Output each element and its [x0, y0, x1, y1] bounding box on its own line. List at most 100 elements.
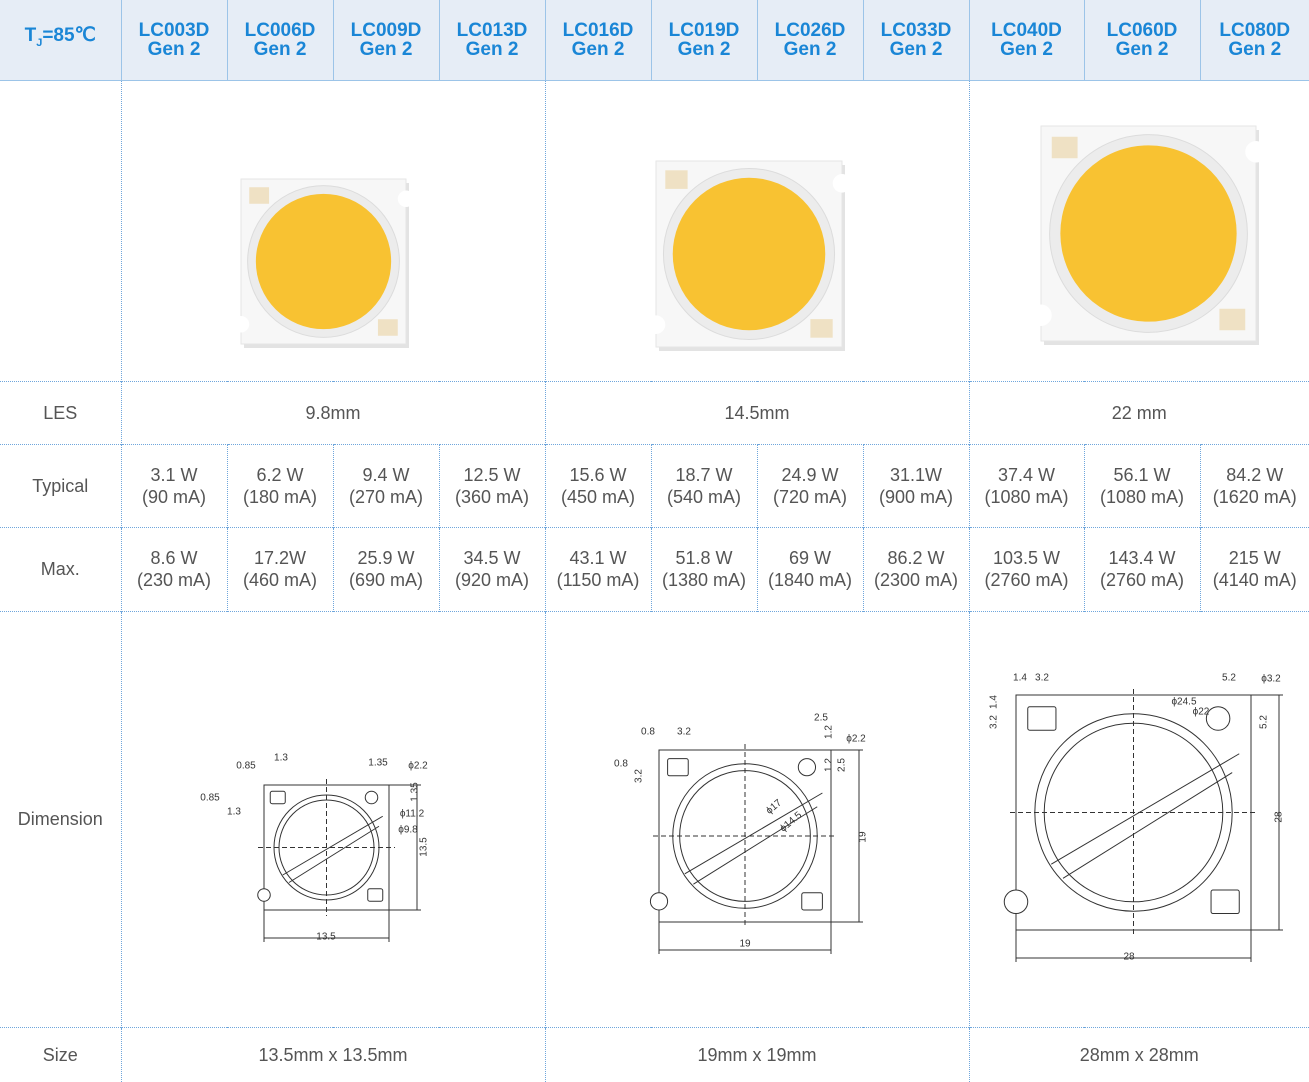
- dimension-label: 13.5: [316, 931, 336, 942]
- pad: [367, 888, 382, 901]
- product-image: [122, 81, 546, 381]
- typical-value: 84.2 W(1620 mA): [1200, 444, 1309, 527]
- model-gen: Gen 2: [228, 40, 333, 59]
- dimension-label: 0.8: [641, 726, 655, 737]
- dimension-label: ϕ9.8: [398, 824, 418, 835]
- dimension-label: 1.4: [1013, 672, 1027, 683]
- dimension-label: 3.2: [677, 726, 691, 737]
- power: 43.1 W: [546, 547, 651, 569]
- max-value: 43.1 W(1150 mA): [545, 527, 651, 611]
- pad: [1219, 308, 1245, 330]
- model-name: LC003D: [122, 21, 227, 40]
- model-name: LC006D: [228, 21, 333, 40]
- pad: [1211, 890, 1239, 914]
- les-value: 14.5mm: [545, 381, 969, 444]
- dimension-label: ϕ2.2: [408, 760, 428, 771]
- current: (690 mA): [334, 569, 439, 591]
- power: 34.5 W: [440, 547, 545, 569]
- power: 37.4 W: [970, 464, 1084, 486]
- model-name: LC016D: [546, 21, 651, 40]
- dimension-label: 5.2: [1258, 714, 1269, 728]
- current: (270 mA): [334, 486, 439, 508]
- dimension-label: ϕ2.2: [846, 733, 866, 744]
- notch: [832, 174, 851, 193]
- header-corner: TJ=85℃: [0, 0, 121, 80]
- model-gen: Gen 2: [970, 40, 1084, 59]
- max-value: 51.8 W(1380 mA): [651, 527, 757, 611]
- power: 6.2 W: [228, 464, 333, 486]
- current: (4140 mA): [1201, 569, 1309, 591]
- current: (2760 mA): [970, 569, 1084, 591]
- dimension-label: 19: [857, 831, 868, 843]
- pad: [801, 892, 822, 909]
- dimension-label: 0.85: [200, 792, 220, 803]
- label-cell: [0, 80, 121, 381]
- power: 143.4 W: [1085, 547, 1200, 569]
- notch: [1004, 890, 1028, 914]
- current: (1150 mA): [546, 569, 651, 591]
- current: (1080 mA): [1085, 486, 1200, 508]
- power: 15.6 W: [546, 464, 651, 486]
- les-value: 22 mm: [969, 381, 1309, 444]
- pad: [810, 319, 832, 338]
- table-row: Max.8.6 W(230 mA)17.2W(460 mA)25.9 W(690…: [0, 527, 1309, 611]
- typical-value: 15.6 W(450 mA): [545, 444, 651, 527]
- led-package: [1030, 126, 1267, 345]
- typical-value: 24.9 W(720 mA): [757, 444, 863, 527]
- power: 18.7 W: [652, 464, 757, 486]
- notch: [232, 315, 249, 332]
- current: (90 mA): [122, 486, 227, 508]
- image-cell: [969, 80, 1309, 381]
- max-value: 17.2W(460 mA): [227, 527, 333, 611]
- product-image: [970, 81, 1309, 381]
- size-value: 19mm x 19mm: [545, 1027, 969, 1082]
- dimension-label: 1.2: [823, 724, 834, 738]
- row-label: LES: [0, 381, 121, 444]
- diameter-line: [684, 793, 822, 874]
- dimension-label: 1.3: [227, 806, 241, 817]
- condition: =85℃: [42, 25, 96, 46]
- dimension-label: ϕ3.2: [1261, 673, 1281, 684]
- image-cell: [121, 80, 545, 381]
- current: (180 mA): [228, 486, 333, 508]
- dimension-label: 5.2: [1222, 672, 1236, 683]
- current: (720 mA): [758, 486, 863, 508]
- dimension-label: 19: [739, 938, 751, 949]
- led-package: [232, 179, 414, 348]
- dimension-label: 28: [1123, 951, 1135, 962]
- dimension-label: 1.3: [274, 752, 288, 763]
- pad: [1027, 706, 1055, 730]
- model-gen: Gen 2: [864, 40, 969, 59]
- phosphor: [672, 177, 825, 330]
- max-value: 215 W(4140 mA): [1200, 527, 1309, 611]
- current: (450 mA): [546, 486, 651, 508]
- current: (2300 mA): [864, 569, 969, 591]
- model-gen: Gen 2: [652, 40, 757, 59]
- max-value: 34.5 W(920 mA): [439, 527, 545, 611]
- model-gen: Gen 2: [334, 40, 439, 59]
- typical-value: 3.1 W(90 mA): [121, 444, 227, 527]
- current: (1840 mA): [758, 569, 863, 591]
- dimension-label: 3.2: [988, 714, 999, 728]
- current: (230 mA): [122, 569, 227, 591]
- notch: [650, 892, 667, 909]
- max-value: 143.4 W(2760 mA): [1084, 527, 1200, 611]
- dimension-label: ϕ17: [764, 797, 784, 816]
- dimension-label: ϕ14.5: [777, 809, 804, 834]
- max-value: 25.9 W(690 mA): [333, 527, 439, 611]
- current: (1380 mA): [652, 569, 757, 591]
